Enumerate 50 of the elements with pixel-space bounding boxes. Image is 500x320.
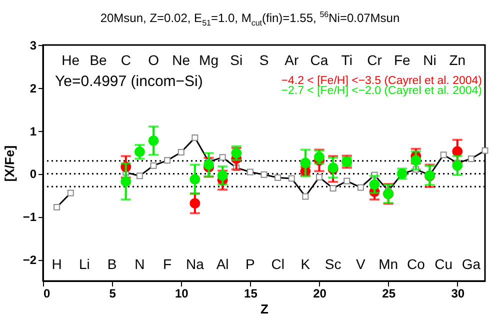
annotation: Li xyxy=(78,256,90,272)
x-tick-label: 25 xyxy=(382,286,396,300)
x-tick-label: 0 xyxy=(44,286,50,300)
text: −4.2 < [Fe/H] <−3.5 (Cayrel et al. 2004) xyxy=(281,75,482,87)
annotation: Mg xyxy=(199,52,218,68)
annotation: Na xyxy=(186,256,204,272)
annotation: Ti xyxy=(341,52,352,68)
annotation: S xyxy=(259,52,269,68)
annotation: Cu xyxy=(434,256,453,272)
y-axis-title: [X/Fe] xyxy=(2,145,17,182)
annotation: Ni xyxy=(423,52,436,68)
y-tick-label: −1 xyxy=(22,210,37,224)
annotation: Mn xyxy=(378,256,398,272)
annotation: Sc xyxy=(324,256,342,272)
annotation: Ye=0.4997 (incom−Si) xyxy=(55,73,203,90)
annotation: H xyxy=(52,256,62,272)
annotation: Cr xyxy=(367,52,382,68)
x-axis-title: Z xyxy=(260,302,269,316)
annotation: Ca xyxy=(310,52,328,68)
annotation: Be xyxy=(90,52,108,68)
annotation: Co xyxy=(406,256,426,272)
annotation: Si xyxy=(230,52,243,68)
y-tick-label: 1 xyxy=(30,124,37,138)
text: −2.7 < [Fe/H] <−2.0 (Cayrel et al. 2004) xyxy=(281,85,482,97)
annotation: Cl xyxy=(271,256,284,272)
x-tick-label: 15 xyxy=(244,286,258,300)
annotation: B xyxy=(107,256,117,272)
annotation: Fe xyxy=(394,52,411,68)
annotation: C xyxy=(120,52,131,68)
chart-title: 20Msun, Z=0.02, E$_{51}$=1.0, M$_{cut}$(fin)=1.55, $^{56}$Ni=0.07Msun xyxy=(99,10,401,28)
annotation: Ne xyxy=(172,52,190,68)
annotation: Zn xyxy=(449,52,466,68)
x-tick-label: 20 xyxy=(313,286,327,300)
x-tick-label: 30 xyxy=(451,286,465,300)
annotation: O xyxy=(148,52,160,68)
y-tick-label: 2 xyxy=(30,81,37,96)
annotation: Ga xyxy=(462,256,481,272)
annotation: P xyxy=(246,256,255,272)
x-tick-label: 10 xyxy=(174,286,189,300)
annotation: N xyxy=(134,256,145,272)
annotation: He xyxy=(62,52,80,68)
annotation: F xyxy=(163,256,172,272)
y-tick-label: −2 xyxy=(22,253,37,268)
annotation: Al xyxy=(216,256,229,272)
annotation: V xyxy=(356,256,366,272)
y-tick-label: 3 xyxy=(30,38,37,52)
x-tick-label: 5 xyxy=(109,286,116,300)
y-tick-label: 0 xyxy=(30,167,37,182)
annotation: Ar xyxy=(284,52,299,68)
annotation: K xyxy=(300,256,311,272)
